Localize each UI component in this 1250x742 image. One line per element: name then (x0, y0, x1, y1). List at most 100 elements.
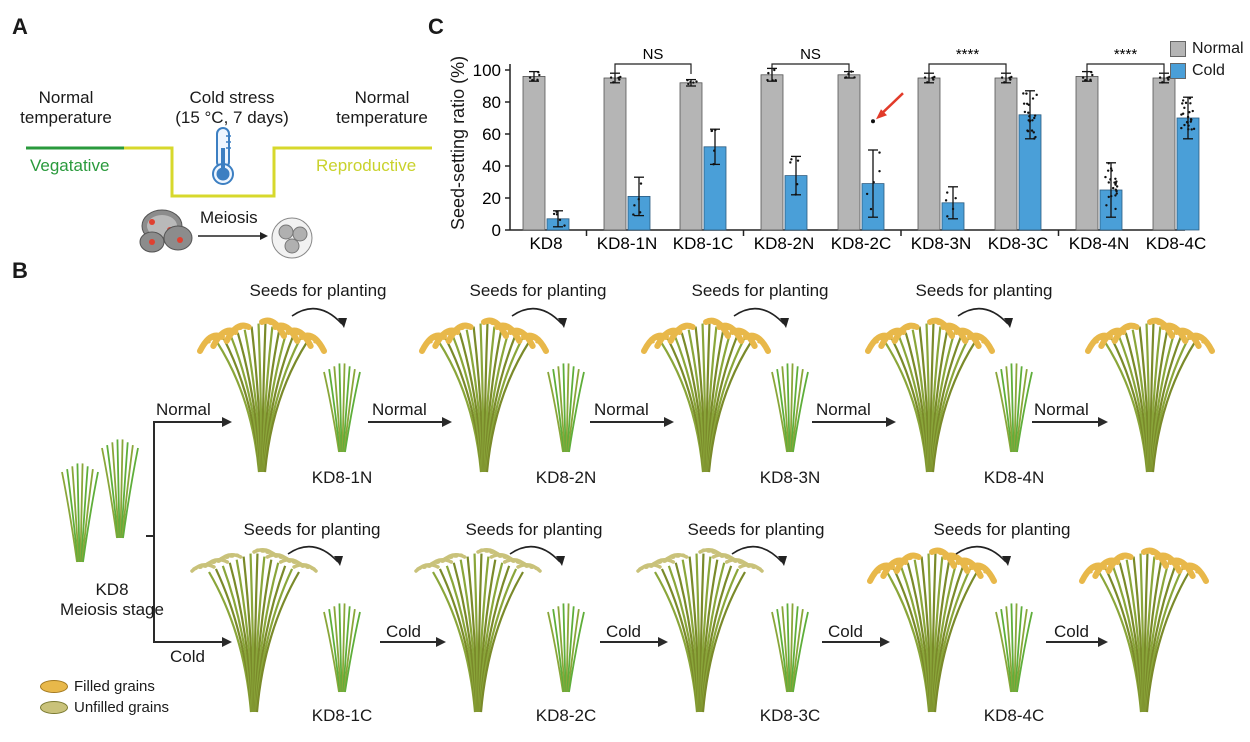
point-cold-KD8-4C (1186, 115, 1190, 119)
point-cold-KD8-3C (1027, 111, 1030, 114)
legend-label-cold: Cold (1192, 62, 1225, 79)
tetrad-cell-icon (271, 217, 313, 259)
point-cold-KD8-3N (946, 215, 949, 218)
y-tick-label-20: 20 (482, 189, 501, 208)
point-cold-KD8-4N (1109, 178, 1112, 181)
cold-arrow-4-head (1098, 637, 1108, 647)
point-cold-KD8-4C (1181, 102, 1184, 105)
point-normal-KD8 (536, 78, 539, 82)
arrow-label-c1: Cold (386, 622, 421, 641)
temperature-timeline (26, 146, 432, 198)
point-normal-KD8-4N (1089, 78, 1092, 82)
point-cold-KD8-2N (795, 183, 799, 186)
point-normal-KD8-2C (850, 70, 853, 73)
sig-label-2: NS (800, 46, 821, 63)
point-cold-KD8-4N (1107, 181, 1110, 184)
cold-seed-arrow-2-head (556, 556, 565, 566)
point-cold-KD8-4N (1114, 188, 1118, 191)
point-normal-KD8-3N (923, 76, 927, 79)
unfilled-grain-icon (40, 701, 68, 714)
point-cold-KD8-3C (1033, 114, 1037, 117)
cold-seed-arrow-4 (955, 545, 1007, 563)
normal-seed-arrow-4-head (1004, 318, 1013, 328)
meiosis-diagram (139, 209, 313, 259)
normal-mature-plant-3 (641, 317, 771, 473)
point-cold-KD8-4C (1188, 111, 1191, 114)
normal-mature-plant-4 (865, 317, 995, 473)
point-cold-KD8-1C (714, 128, 717, 132)
point-normal-KD8-2C (853, 76, 856, 79)
point-normal-KD8-2N (773, 68, 776, 72)
arrow-label-c3: Cold (828, 622, 863, 641)
point-normal-KD8-1N (609, 76, 613, 79)
point-cold-KD8-4C (1184, 101, 1188, 105)
branch-cold-line (153, 536, 228, 643)
point-cold-KD8-2C (878, 151, 881, 154)
normal-mature-plant-5 (1085, 317, 1215, 473)
point-cold-KD8-3C (1031, 97, 1035, 100)
point-cold-KD8-4C (1190, 118, 1193, 122)
arrow-label-c2: Cold (606, 622, 641, 641)
normal-arrow-2-head (664, 417, 674, 427)
point-normal-KD8-1C (689, 80, 692, 84)
x-tick-label-KD8-2N: KD8-2N (754, 234, 814, 253)
point-normal-KD8-4C (1158, 76, 1162, 79)
point-cold-KD8-2N (789, 161, 792, 164)
point-cold-KD8-4C (1187, 128, 1190, 131)
point-cold-KD8 (555, 210, 558, 213)
point-normal-KD8-3C (1003, 81, 1006, 84)
cold-seedling-4 (995, 603, 1033, 693)
point-normal-KD8-3C (1008, 76, 1011, 80)
point-cold-KD8-3C (1022, 102, 1026, 105)
point-normal-KD8-3C (1009, 78, 1012, 81)
panel-letter-a: A (12, 14, 28, 39)
normal-seed-arrow-4 (957, 307, 1009, 325)
point-cold-KD8-4C (1185, 120, 1189, 124)
seeds-label-n4: Seeds for planting (915, 281, 1053, 300)
point-normal-KD8-1C (692, 81, 695, 84)
point-cold-KD8-4N (1115, 192, 1118, 195)
x-tick-label-KD8: KD8 (529, 234, 562, 253)
sig-bracket-3 (928, 63, 1007, 74)
point-cold-KD8-1C (713, 149, 716, 152)
point-cold-KD8-2C (872, 181, 875, 184)
normal-seed-arrow-1 (291, 307, 343, 325)
point-normal-KD8-4C (1166, 76, 1169, 80)
panel-letter-b: B (12, 258, 28, 283)
gen-label-n4: KD8-4N (983, 468, 1045, 487)
point-cold-KD8-1N (639, 182, 643, 185)
cold-seedling-2 (547, 603, 585, 693)
seeds-label-c1: Seeds for planting (243, 520, 381, 539)
gen-label-c3: KD8-3C (759, 706, 821, 725)
point-normal-KD8 (531, 78, 534, 82)
point-cold-KD8-4C (1189, 120, 1193, 123)
gen-label-n3: KD8-3N (759, 468, 821, 487)
point-cold-KD8-4C (1183, 123, 1186, 127)
point-cold-KD8-1C (712, 163, 715, 166)
point-cold-KD8-3C (1035, 93, 1038, 97)
point-cold-KD8-4C (1181, 99, 1185, 102)
sig-label-3: **** (956, 46, 980, 63)
cold-seed-arrow-2 (509, 545, 561, 563)
seeds-label-c2: Seeds for planting (465, 520, 603, 539)
point-normal-KD8-3N (931, 76, 934, 80)
arrow-label-n1: Normal (372, 400, 427, 419)
y-tick-label-60: 60 (482, 125, 501, 144)
sig-label-1: NS (643, 46, 664, 63)
point-cold-KD8-3C (1025, 92, 1028, 95)
cold-seed-arrow-4-head (1002, 556, 1011, 566)
point-cold-KD8-3C (1034, 135, 1037, 139)
x-tick-label-KD8-3C: KD8-3C (988, 234, 1048, 253)
point-cold-KD8-1N (637, 198, 640, 201)
left-temp-label: Normal temperature (20, 88, 112, 127)
point-normal-KD8-3N (926, 81, 929, 84)
thermometer-icon (212, 127, 234, 185)
cold-arrow-2-head (658, 637, 668, 647)
point-normal-KD8-2C (844, 76, 847, 79)
point-cold-KD8-4N (1114, 177, 1117, 181)
anther-cell-icon (139, 209, 193, 253)
right-temp-label: Normal temperature (336, 88, 428, 127)
point-normal-KD8-1N (612, 81, 615, 84)
x-tick-label-KD8-1C: KD8-1C (673, 234, 733, 253)
x-tick-label-KD8-3N: KD8-3N (911, 234, 971, 253)
